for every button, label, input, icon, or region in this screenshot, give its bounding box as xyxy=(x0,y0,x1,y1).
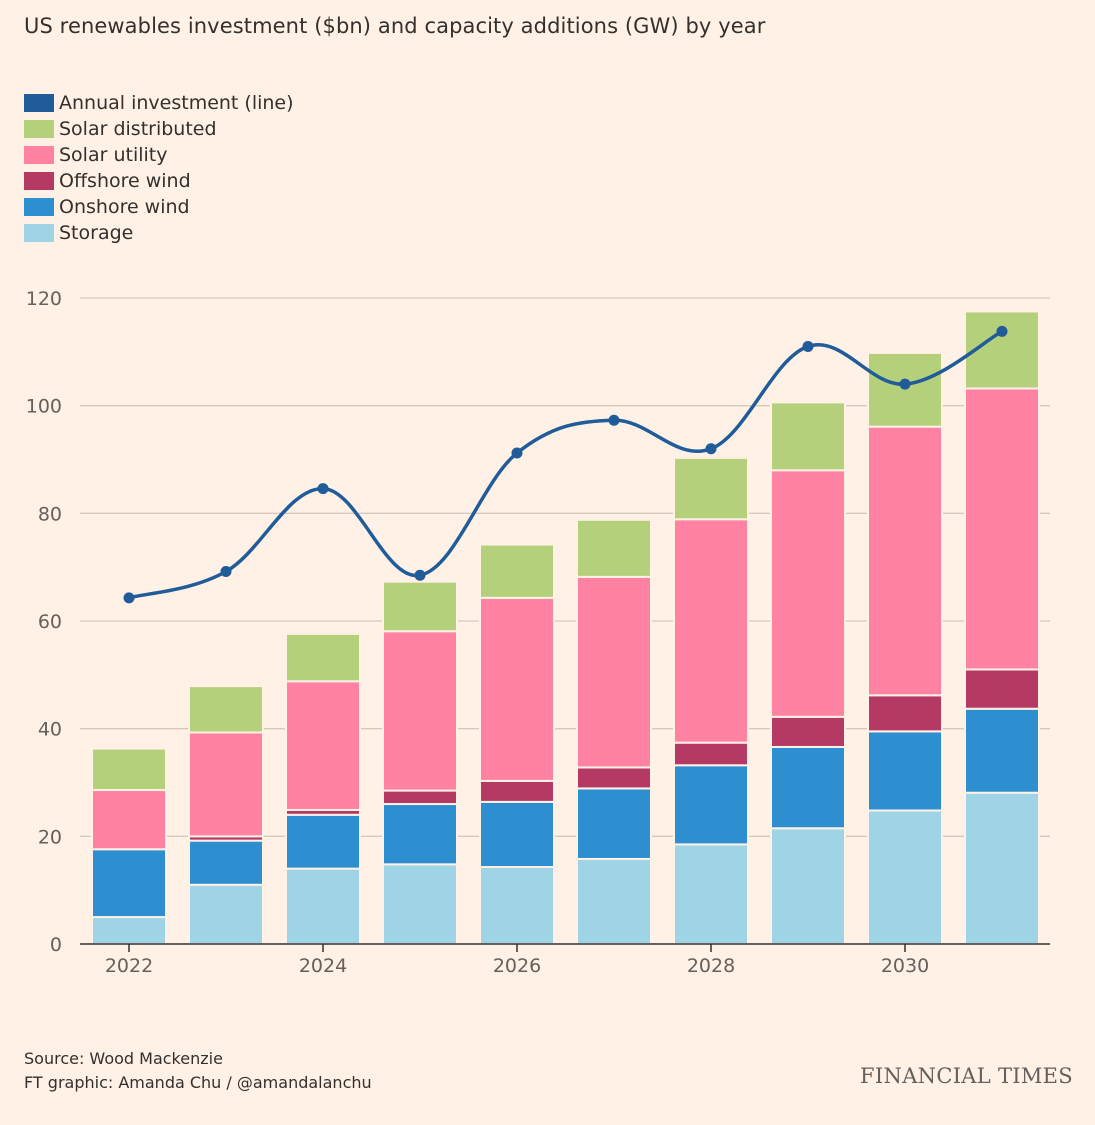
investment-point-2023 xyxy=(220,565,232,577)
bar-solar-distributed-2027 xyxy=(576,518,652,578)
bar-solar-utility-2031 xyxy=(964,387,1040,671)
bar-storage-2027 xyxy=(576,857,652,946)
bar-offshore-wind-2031 xyxy=(964,668,1040,710)
bar-offshore-wind-2026 xyxy=(479,779,555,803)
investment-point-2027 xyxy=(608,414,620,426)
legend-item-solar-utility: Solar utility xyxy=(24,142,294,168)
bar-storage-2023 xyxy=(188,883,264,945)
graphic-credit: FT graphic: Amanda Chu / @amandalanchu xyxy=(24,1073,372,1092)
legend-item-onshore-wind: Onshore wind xyxy=(24,194,294,220)
x-tick-label-2030: 2030 xyxy=(881,955,929,977)
stacked-bar-chart: 0 20 40 60 80 100 120 2022 2024 2026 2028 2030 xyxy=(26,288,1050,977)
investment-point-2028 xyxy=(705,443,717,455)
x-tick-label-2024: 2024 xyxy=(299,955,347,977)
x-tick-label-2026: 2026 xyxy=(493,955,541,977)
legend-label-solar-utility: Solar utility xyxy=(59,144,168,166)
bar-solar-utility-2027 xyxy=(576,575,652,769)
y-tick-label-80: 80 xyxy=(38,503,62,525)
bar-solar-distributed-2024 xyxy=(285,632,361,683)
bar-solar-distributed-2028 xyxy=(673,456,749,521)
y-tick-label-120: 120 xyxy=(26,288,62,310)
investment-point-2030 xyxy=(899,378,911,390)
bar-solar-distributed-2030 xyxy=(867,351,943,428)
investment-line xyxy=(128,329,1003,600)
x-tick-label-2028: 2028 xyxy=(687,955,735,977)
legend-swatch-investment xyxy=(24,94,54,112)
y-tick-label-60: 60 xyxy=(38,611,62,633)
bar-offshore-wind-2029 xyxy=(770,715,846,748)
footer: Source: Wood Mackenzie FT graphic: Amand… xyxy=(24,1047,372,1095)
bar-storage-2031 xyxy=(964,791,1040,945)
legend-item-investment: Annual investment (line) xyxy=(24,90,294,116)
bar-solar-utility-2029 xyxy=(770,469,846,718)
legend-item-storage: Storage xyxy=(24,220,294,246)
bar-onshore-wind-2027 xyxy=(576,787,652,860)
bar-onshore-wind-2031 xyxy=(964,707,1040,794)
legend-item-solar-distributed: Solar distributed xyxy=(24,116,294,142)
legend: Annual investment (line) Solar distribut… xyxy=(24,90,294,246)
bar-onshore-wind-2030 xyxy=(867,730,943,812)
legend-swatch-storage xyxy=(24,224,54,242)
legend-item-offshore-wind: Offshore wind xyxy=(24,168,294,194)
legend-swatch-onshore-wind xyxy=(24,198,54,216)
bar-storage-2025 xyxy=(382,863,458,945)
investment-point-2026 xyxy=(511,447,523,459)
legend-swatch-solar-utility xyxy=(24,146,54,164)
bar-onshore-wind-2022 xyxy=(91,848,167,919)
bar-storage-2026 xyxy=(479,866,555,945)
bar-solar-distributed-2025 xyxy=(382,580,458,633)
x-tick-label-2022: 2022 xyxy=(105,955,153,977)
bar-solar-utility-2026 xyxy=(479,596,555,782)
bar-onshore-wind-2024 xyxy=(285,813,361,870)
bar-onshore-wind-2026 xyxy=(479,800,555,869)
source-note: Source: Wood Mackenzie xyxy=(24,1049,223,1068)
y-tick-label-0: 0 xyxy=(50,934,62,956)
investment-point-2029 xyxy=(802,340,814,352)
bar-offshore-wind-2025 xyxy=(382,789,458,806)
investment-point-2022 xyxy=(123,592,135,604)
bar-onshore-wind-2029 xyxy=(770,745,846,830)
bar-offshore-wind-2028 xyxy=(673,741,749,767)
bar-onshore-wind-2023 xyxy=(188,839,264,886)
y-tick-label-40: 40 xyxy=(38,719,62,741)
investment-point-2025 xyxy=(414,569,426,581)
bar-solar-distributed-2023 xyxy=(188,685,264,734)
bar-storage-2029 xyxy=(770,827,846,946)
bar-solar-utility-2022 xyxy=(91,789,167,851)
bar-storage-2024 xyxy=(285,867,361,946)
investment-point-2031 xyxy=(996,325,1008,337)
legend-swatch-offshore-wind xyxy=(24,172,54,190)
legend-label-investment: Annual investment (line) xyxy=(59,92,294,114)
bar-solar-distributed-2029 xyxy=(770,401,846,472)
bar-storage-2030 xyxy=(867,809,943,946)
y-tick-label-100: 100 xyxy=(26,396,62,418)
bar-solar-distributed-2026 xyxy=(479,543,555,599)
legend-label-offshore-wind: Offshore wind xyxy=(59,170,191,192)
y-tick-label-20: 20 xyxy=(38,826,62,848)
bar-storage-2022 xyxy=(91,916,167,945)
bar-solar-utility-2025 xyxy=(382,630,458,792)
legend-swatch-solar-distributed xyxy=(24,120,54,138)
legend-label-onshore-wind: Onshore wind xyxy=(59,196,190,218)
bar-storage-2028 xyxy=(673,843,749,945)
bar-solar-utility-2028 xyxy=(673,518,749,744)
legend-label-solar-distributed: Solar distributed xyxy=(59,118,217,140)
ft-logo: FINANCIAL TIMES xyxy=(860,1064,1073,1088)
bar-solar-utility-2023 xyxy=(188,731,264,838)
bar-onshore-wind-2025 xyxy=(382,803,458,866)
bar-solar-utility-2030 xyxy=(867,425,943,697)
legend-label-storage: Storage xyxy=(59,222,134,244)
bar-offshore-wind-2027 xyxy=(576,766,652,790)
bar-solar-utility-2024 xyxy=(285,680,361,811)
chart-title: US renewables investment ($bn) and capac… xyxy=(24,14,766,38)
bar-solar-distributed-2022 xyxy=(91,747,167,792)
investment-point-2024 xyxy=(317,483,329,495)
bar-offshore-wind-2030 xyxy=(867,694,943,733)
bar-onshore-wind-2028 xyxy=(673,764,749,846)
